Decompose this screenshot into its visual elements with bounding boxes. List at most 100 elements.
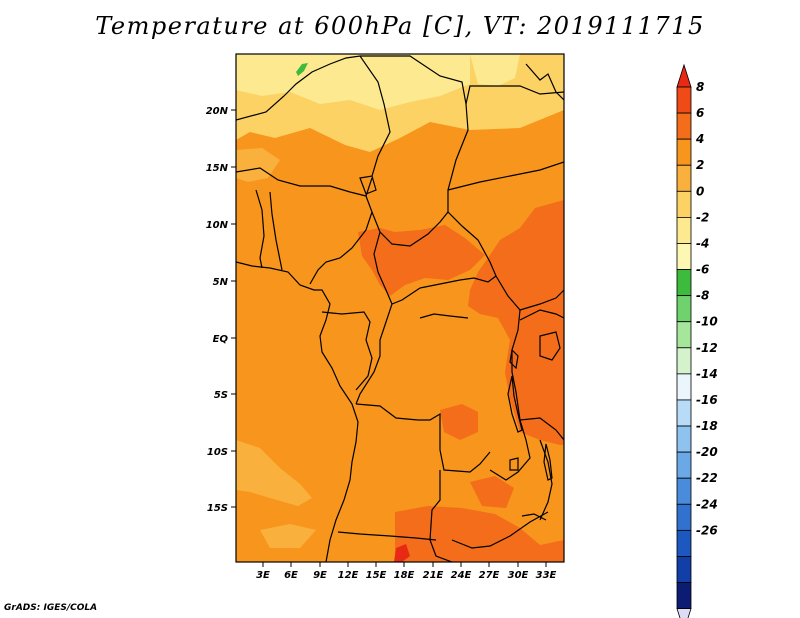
border-angola-zambia — [429, 470, 453, 562]
colorbar-segment — [676, 477, 692, 505]
colorbar: 8 6 4 2 0 -2 -4 -6 -8 -10 -12 -14 -16 -18 -20 -22 -24 -26 — [676, 63, 718, 618]
field-lightest-ne — [470, 54, 520, 86]
colorbar-segment — [676, 556, 692, 583]
lat-axis: 20N 15N 10N 5N EQ 5S 10S 15S — [206, 106, 236, 514]
lake-chad — [359, 175, 377, 195]
field-green-spot — [296, 63, 308, 76]
border-zambia-south — [451, 511, 549, 549]
border-car-drc — [419, 275, 497, 289]
country-borders — [236, 55, 564, 562]
border-chad-sudan — [465, 85, 564, 105]
lon-tick-label: 12E — [338, 570, 359, 581]
colorbar-label: 6 — [696, 106, 704, 120]
lat-tick-label: 15N — [206, 163, 229, 174]
colorbar-label: 8 — [696, 80, 704, 94]
chart-title: Temperature at 600hPa [C], VT: 201911171… — [95, 12, 705, 40]
border-benin-nigeria — [269, 191, 283, 271]
colorbar-label: 0 — [696, 184, 704, 198]
colorbar-segment — [676, 399, 692, 427]
colorbar-label: -4 — [696, 236, 709, 250]
border-car-sudan — [447, 211, 521, 311]
zambezi-section — [521, 513, 547, 521]
colorbar-segment — [676, 269, 692, 297]
field-warm-south — [395, 506, 564, 562]
colorbar-segment — [676, 190, 692, 218]
colorbar-segment — [676, 425, 692, 453]
lat-tick-label: 5N — [213, 277, 229, 288]
colorbar-segment — [676, 164, 692, 192]
lon-axis: 3E 6E 9E 12E 15E 18E 21E 24E 27E 30E 33E — [256, 562, 557, 581]
colorbar-label: -22 — [696, 471, 718, 485]
colorbar-segment — [676, 138, 692, 166]
colorbar-segment — [676, 582, 692, 610]
field-lightest-north — [236, 54, 470, 110]
colorbar-label: -24 — [696, 497, 718, 511]
lake-tanganyika — [507, 375, 523, 433]
colorbar-segment — [676, 243, 692, 270]
lake-victoria — [539, 331, 561, 361]
colorbar-label: -20 — [696, 445, 718, 459]
border-uganda-kenya — [519, 309, 564, 321]
lat-tick-label: 15S — [207, 503, 228, 514]
lon-tick-label: 15E — [366, 570, 387, 581]
border-nigeria-niger — [236, 167, 373, 197]
temperature-field — [236, 54, 564, 562]
colorbar-label: 2 — [696, 158, 704, 172]
colorbar-segment — [676, 451, 692, 479]
colorbar-segment — [676, 321, 692, 349]
field-hot-spot — [394, 544, 410, 562]
colorbar-segment — [676, 295, 692, 323]
border-gabon-congo — [321, 311, 373, 391]
border-tanzania — [519, 417, 564, 441]
colorbar-label: -26 — [696, 523, 718, 537]
colorbar-label: -6 — [696, 263, 709, 277]
lon-tick-label: 21E — [423, 570, 444, 581]
field-warm-southeast — [470, 476, 514, 508]
lon-tick-label: 6E — [284, 570, 298, 581]
border-south-sudan-uganda — [519, 289, 564, 311]
lat-tick-label: 20N — [206, 106, 229, 117]
lat-tick-label: EQ — [213, 334, 229, 345]
colorbar-segment — [676, 112, 692, 140]
field-warm-east — [468, 200, 564, 445]
border-car-cameroon — [373, 231, 421, 305]
colorbar-segment — [676, 529, 692, 557]
colorbar-label: -16 — [696, 393, 718, 407]
lake-malawi — [543, 443, 553, 481]
field-lighter-south — [260, 524, 316, 548]
lat-tick-label: 5S — [214, 390, 228, 401]
border-sahara-north — [236, 55, 391, 177]
colorbar-label: -8 — [696, 289, 709, 303]
lon-tick-label: 18E — [394, 570, 415, 581]
colorbar-label: -10 — [696, 315, 718, 329]
lon-tick-label: 33E — [536, 570, 557, 581]
lon-tick-label: 27E — [479, 570, 500, 581]
colorbar-label: 4 — [695, 132, 704, 146]
colorbar-segment — [676, 347, 692, 375]
colorbar-segment — [676, 503, 692, 531]
field-lighter-southwest — [236, 440, 312, 506]
border-ethiopia — [525, 63, 564, 101]
lon-tick-label: 30E — [508, 570, 529, 581]
border-sudan-east — [447, 161, 564, 191]
lat-tick-label: 10N — [206, 220, 229, 231]
colorbar-label: -2 — [696, 210, 709, 224]
colorbar-segment — [676, 216, 692, 244]
colorbar-segment — [676, 86, 692, 114]
border-drc-angola — [355, 403, 491, 473]
lake-kivu — [509, 348, 519, 370]
colorbar-label: -18 — [696, 419, 718, 433]
colorbar-label: -12 — [696, 341, 718, 355]
lon-tick-label: 24E — [451, 570, 472, 581]
coastline-west-africa — [236, 261, 359, 562]
colorbar-segment — [676, 373, 692, 401]
border-benin-togo — [255, 189, 265, 269]
map-frame — [235, 53, 565, 563]
lake-mweru — [509, 457, 519, 471]
lat-tick-label: 10S — [207, 447, 228, 458]
grads-credit: GrADS: IGES/COLA — [4, 603, 98, 613]
colorbar-label: -14 — [696, 367, 718, 381]
lon-tick-label: 9E — [313, 570, 327, 581]
field-warm-central — [440, 404, 478, 440]
